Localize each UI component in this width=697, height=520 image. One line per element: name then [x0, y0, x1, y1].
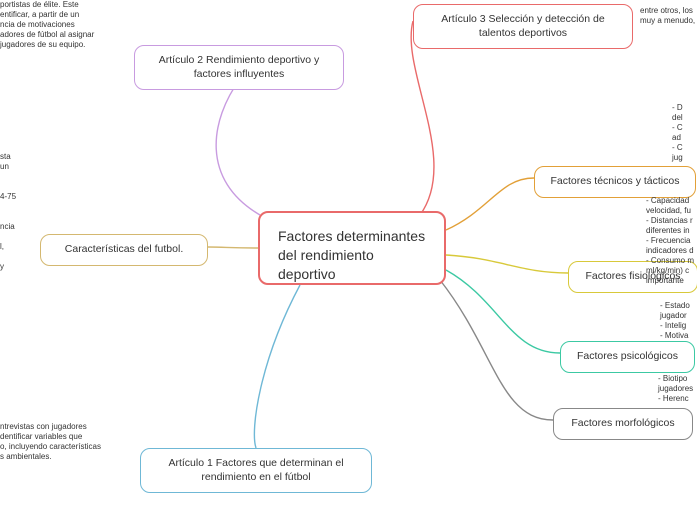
note-text: sta un 4-75 ncia l, y — [0, 152, 30, 272]
center-node-label: Factores determinantes del rendimiento d… — [278, 228, 425, 282]
node-label: Factores técnicos y tácticos — [551, 175, 680, 187]
note-text: - Estado jugador - Intelig - Motiva — [660, 301, 697, 341]
center-node[interactable]: Factores determinantes del rendimiento d… — [258, 211, 446, 285]
node-psico[interactable]: Factores psicológicos — [560, 341, 695, 373]
note-text: - Biotipo jugadores - Herenc — [658, 374, 697, 404]
note-text: ntrevistas con jugadores dentificar vari… — [0, 422, 150, 462]
node-label: Factores psicológicos — [577, 350, 678, 362]
node-label: Características del futbol. — [65, 243, 183, 255]
node-art2[interactable]: Artículo 2 Rendimiento deportivo y facto… — [134, 45, 344, 90]
node-art3[interactable]: Artículo 3 Selección y detección de tale… — [413, 4, 633, 49]
node-art1[interactable]: Artículo 1 Factores que determinan el re… — [140, 448, 372, 493]
node-label: Factores morfológicos — [571, 417, 674, 429]
note-text: portistas de élite. Este entificar, a pa… — [0, 0, 140, 50]
note-text: - Capacidad velocidad, fu - Distancias r… — [646, 196, 697, 286]
note-text: - D del - C ad - C jug — [672, 103, 697, 163]
note-text: entre otros, los muy a menudo, — [640, 6, 697, 26]
node-morfo[interactable]: Factores morfológicos — [553, 408, 693, 440]
node-caract[interactable]: Características del futbol. — [40, 234, 208, 266]
node-tecnicos[interactable]: Factores técnicos y tácticos — [534, 166, 696, 198]
node-label: Artículo 1 Factores que determinan el re… — [168, 457, 343, 483]
node-label: Artículo 3 Selección y detección de tale… — [441, 13, 604, 39]
node-label: Artículo 2 Rendimiento deportivo y facto… — [159, 54, 320, 80]
